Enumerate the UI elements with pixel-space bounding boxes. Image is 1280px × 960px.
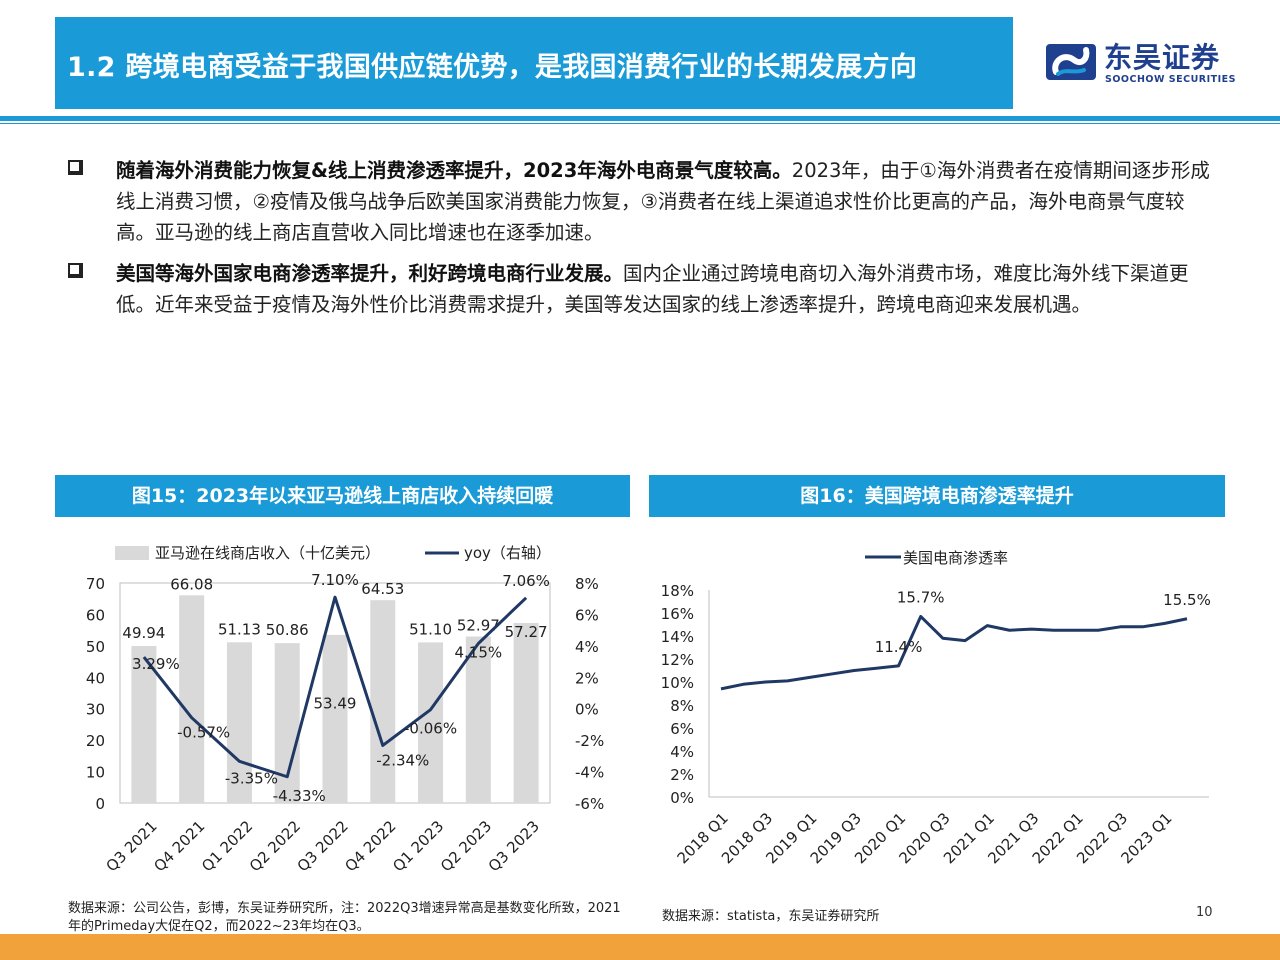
revenue-bar — [322, 634, 348, 803]
yoy-data-label: 7.10% — [311, 571, 359, 589]
right-axis-tick-label: 4% — [575, 638, 599, 656]
bullet-item: 随着海外消费能力恢复&线上消费渗透率提升，2023年海外电商景气度较高。2023… — [68, 155, 1218, 248]
y-axis-tick-label: 14% — [661, 628, 694, 646]
penetration-data-label: 11.4% — [875, 638, 923, 656]
yoy-data-label: -0.06% — [404, 720, 457, 738]
bullet-heading: 随着海外消费能力恢复&线上消费渗透率提升，2023年海外电商景气度较高。 — [116, 159, 792, 182]
amazon-revenue-chart: 亚马逊在线商店收入（十亿美元） yoy（右轴） 70 60 50 40 30 20 10 0 8% 6… — [86, 544, 604, 875]
x-axis-tick-label: Q4 2022 — [341, 817, 399, 875]
bullet-body: 国内企业通过跨境电商切入海外消费市场，难度比海外线下渠道更低。近年来受益于疫情及… — [116, 262, 1189, 316]
us-ecommerce-penetration-chart: 美国电商渗透率 18% 16% 14% 12% 10% 8% 6% 4% 2% 0% 15.7% 11.… — [661, 549, 1211, 867]
penetration-line — [720, 614, 1188, 691]
x-axis-tick-label: Q3 2022 — [294, 817, 352, 875]
title-bar: 1.2 跨境电商受益于我国供应链优势，是我国消费行业的长期发展方向 — [55, 17, 1013, 109]
left-axis-tick-label: 20 — [86, 732, 105, 750]
right-axis-tick-label: 0% — [575, 701, 599, 719]
right-axis-tick-label: 8% — [575, 575, 599, 593]
left-axis-tick-label: 40 — [86, 669, 105, 687]
yoy-data-label: -2.34% — [376, 751, 429, 769]
company-logo: 东吴证券 SOOCHOW SECURITIES — [1044, 36, 1244, 92]
revenue-bar — [274, 643, 300, 803]
x-axis-tick-label: Q3 2023 — [485, 817, 543, 875]
yoy-line — [142, 595, 528, 779]
revenue-bar-label: 52.97 — [457, 617, 500, 635]
revenue-bar-label: 66.08 — [170, 575, 213, 593]
bullet-body: 2023年，由于①海外消费者在疫情期间逐步形成线上消费习惯，②疫情及俄乌战争后欧… — [116, 159, 1210, 244]
y-axis-tick-label: 4% — [670, 743, 694, 761]
yoy-data-label: -4.33% — [273, 787, 326, 805]
figure-15-source-note: 数据来源：公司公告，彭博，东吴证券研究所，注：2022Q3增速异常高是基数变化所… — [68, 901, 621, 934]
x-axis-tick-label: Q2 2023 — [437, 817, 495, 875]
revenue-bar-label: 57.27 — [505, 623, 548, 641]
revenue-bar — [418, 642, 444, 803]
x-axis-tick-label: Q3 2021 — [103, 817, 161, 875]
legend-bar-swatch — [115, 546, 149, 560]
revenue-bar — [226, 642, 252, 803]
yoy-data-label: 4.15% — [455, 644, 503, 662]
revenue-bar — [179, 595, 205, 803]
y-axis-tick-label: 6% — [670, 720, 694, 738]
revenue-bar-label: 51.13 — [218, 620, 261, 638]
revenue-bar — [370, 600, 396, 803]
revenue-bar-label: 64.53 — [361, 580, 404, 598]
left-axis-tick-label: 30 — [86, 701, 105, 719]
penetration-data-label: 15.7% — [897, 588, 945, 606]
penetration-data-label: 15.5% — [1163, 591, 1211, 609]
yoy-data-label: 3.29% — [132, 655, 180, 673]
revenue-bar-label: 51.10 — [409, 620, 452, 638]
right-axis-tick-label: -4% — [575, 764, 604, 782]
x-axis-tick-label: Q1 2022 — [198, 817, 256, 875]
revenue-bar — [465, 636, 491, 803]
x-axis-tick-label: Q1 2023 — [389, 817, 447, 875]
header-rule-thin — [0, 123, 1280, 124]
y-axis-tick-label: 12% — [661, 651, 694, 669]
page-number: 10 — [1196, 905, 1213, 920]
bullet-item: 美国等海外国家电商渗透率提升，利好跨境电商行业发展。国内企业通过跨境电商切入海外… — [68, 258, 1218, 320]
left-axis-tick-label: 0 — [95, 795, 105, 813]
revenue-bar-label: 49.94 — [122, 624, 165, 642]
bullet-paragraph: 美国等海外国家电商渗透率提升，利好跨境电商行业发展。国内企业通过跨境电商切入海外… — [116, 258, 1218, 320]
figure-16-source-note: 数据来源：statista，东吴证券研究所 — [662, 909, 880, 924]
right-axis-tick-label: -2% — [575, 732, 604, 750]
legend-line-label: 美国电商渗透率 — [903, 549, 1008, 567]
y-axis-tick-label: 2% — [670, 766, 694, 784]
revenue-bar — [131, 646, 157, 803]
revenue-bar-label: 53.49 — [314, 695, 357, 713]
logo-en-text: SOOCHOW SECURITIES — [1105, 74, 1236, 85]
soochow-logo-icon — [1046, 44, 1096, 80]
x-axis-tick-label: Q2 2022 — [246, 817, 304, 875]
page-title: 1.2 跨境电商受益于我国供应链优势，是我国消费行业的长期发展方向 — [67, 52, 918, 83]
figure-15-title: 图15：2023年以来亚马逊线上商店收入持续回暖 — [55, 475, 630, 517]
right-axis-tick-label: 6% — [575, 606, 599, 624]
revenue-bar — [513, 623, 539, 803]
legend-bar-label: 亚马逊在线商店收入（十亿美元） — [155, 544, 380, 562]
figure-16-title: 图16：美国跨境电商渗透率提升 — [649, 475, 1225, 517]
right-axis-tick-label: 2% — [575, 669, 599, 687]
checkbox-bullet-icon — [68, 160, 83, 175]
left-axis-tick-label: 50 — [86, 638, 105, 656]
checkbox-bullet-icon — [68, 263, 83, 278]
y-axis-tick-label: 10% — [661, 674, 694, 692]
yoy-data-label: -0.57% — [177, 724, 230, 742]
x-axis-tick-label: Q4 2021 — [150, 817, 208, 875]
right-axis-tick-label: -6% — [575, 795, 604, 813]
yoy-data-label: -3.35% — [225, 769, 278, 787]
y-axis-tick-label: 18% — [661, 582, 694, 600]
header-rule — [0, 116, 1280, 121]
left-axis-tick-label: 10 — [86, 764, 105, 782]
bullet-heading: 美国等海外国家电商渗透率提升，利好跨境电商行业发展。 — [116, 262, 624, 285]
legend-line-label: yoy（右轴） — [464, 544, 551, 562]
logo-cn-text: 东吴证券 — [1104, 41, 1221, 74]
left-axis-tick-label: 70 — [86, 575, 105, 593]
y-axis-tick-label: 0% — [670, 789, 694, 807]
revenue-bar-label: 50.86 — [266, 621, 309, 639]
y-axis-tick-label: 8% — [670, 697, 694, 715]
yoy-data-label: 7.06% — [502, 572, 550, 590]
bullet-paragraph: 随着海外消费能力恢复&线上消费渗透率提升，2023年海外电商景气度较高。2023… — [116, 155, 1218, 248]
left-axis-tick-label: 60 — [86, 606, 105, 624]
footer-bar — [0, 934, 1280, 960]
y-axis-tick-label: 16% — [661, 605, 694, 623]
